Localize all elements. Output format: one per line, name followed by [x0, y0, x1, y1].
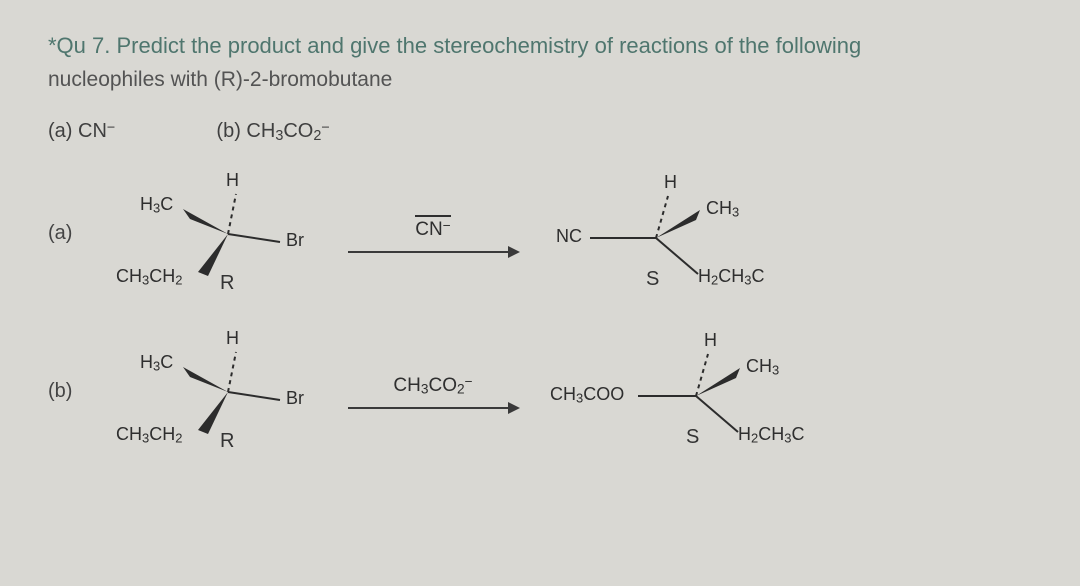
- part-a-label: (a) CN−: [48, 120, 115, 143]
- product-a-nc: NC: [556, 226, 582, 247]
- reactant-b: H H3C Br CH3CH2 R: [108, 322, 328, 462]
- reactant-a-conf: R: [220, 272, 234, 295]
- reactant-b-h: H: [226, 328, 239, 349]
- row-b-label: (b): [48, 380, 108, 403]
- product-b: CH3COO H CH3 H2CH3C S: [538, 322, 858, 462]
- reagent-a: CN−: [415, 215, 450, 241]
- part-b-label: (b) CH3CO2−: [216, 120, 329, 144]
- arrow-a-line: [348, 251, 518, 253]
- product-a-h: H: [664, 172, 677, 193]
- reaction-row-a: (a) H H3C Br CH3CH2 R CN− NC H: [48, 164, 1032, 304]
- reactant-a-h: H: [226, 170, 239, 191]
- product-a-ch3: CH3: [706, 198, 739, 220]
- product-a-et: H2CH3C: [698, 266, 764, 288]
- reactant-b-et: CH3CH2: [116, 424, 182, 446]
- reaction-row-b: (b) H H3C Br CH3CH2 R CH3CO2− CH3COO H C…: [48, 322, 1032, 462]
- product-b-conf: S: [686, 426, 699, 449]
- row-a-label: (a): [48, 222, 108, 245]
- product-a: NC H CH3 H2CH3C S: [538, 164, 818, 304]
- reactant-a-ch3: H3C: [140, 194, 173, 216]
- arrow-a: CN−: [328, 215, 538, 253]
- arrow-b-line: [348, 407, 518, 409]
- product-b-h: H: [704, 330, 717, 351]
- product-b-oac: CH3COO: [550, 384, 624, 406]
- product-b-ch3: CH3: [746, 356, 779, 378]
- reactant-a-et: CH3CH2: [116, 266, 182, 288]
- reactant-b-conf: R: [220, 430, 234, 453]
- product-b-et: H2CH3C: [738, 424, 804, 446]
- product-a-conf: S: [646, 268, 659, 291]
- parts-list: (a) CN− (b) CH3CO2−: [48, 120, 1032, 144]
- reactant-b-ch3: H3C: [140, 352, 173, 374]
- question-subtitle: nucleophiles with (R)-2-bromobutane: [48, 68, 1032, 92]
- reactant-b-br: Br: [286, 388, 304, 409]
- reagent-b: CH3CO2−: [393, 374, 472, 397]
- reactant-a-br: Br: [286, 230, 304, 251]
- arrow-b: CH3CO2−: [328, 374, 538, 409]
- reactant-a: H H3C Br CH3CH2 R: [108, 164, 328, 304]
- question-title: *Qu 7. Predict the product and give the …: [48, 30, 1032, 62]
